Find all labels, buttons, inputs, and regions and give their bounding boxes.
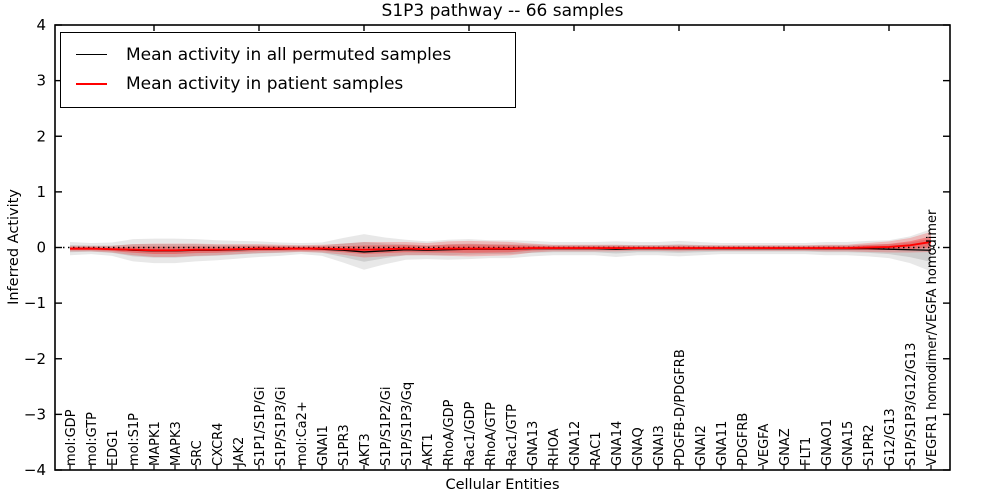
x-tick-label: RHOA: [547, 428, 562, 466]
x-tick-label: JAK2: [232, 437, 247, 467]
x-tick-label: S1P/S1P3/G12/G13: [904, 343, 919, 466]
x-tick-label: GNAQ: [631, 427, 646, 466]
legend-item-permuted: Mean activity in all permuted samples: [61, 40, 515, 69]
y-tick-label: −3: [24, 405, 46, 423]
permuted-band-inner: [70, 238, 931, 262]
x-tick-label: S1P/S1P3/Gi: [274, 387, 289, 466]
x-tick-label: MAPK1: [148, 421, 163, 466]
legend: Mean activity in all permuted samples Me…: [60, 32, 516, 108]
patient-line-swatch: [76, 82, 107, 85]
x-tick-label: PDGFRB: [736, 413, 751, 466]
x-tick-label: mol:Ca2+: [295, 401, 310, 466]
y-tick-label: 1: [36, 183, 46, 201]
y-tick-label: −1: [24, 294, 46, 312]
x-tick-label: S1P/S1P2/Gi: [379, 387, 394, 466]
x-tick-label: GNAI3: [652, 425, 667, 466]
x-tick-label: mol:GTP: [85, 412, 100, 466]
x-tick-label: RAC1: [589, 431, 604, 466]
patient-band-outer: [70, 231, 931, 258]
permuted-band-outer: [70, 229, 931, 272]
x-tick-label: GNAO1: [820, 419, 835, 466]
x-tick-label: S1P1/S1P/Gi: [253, 387, 268, 466]
x-tick-label: GNAZ: [778, 428, 793, 466]
x-tick-label: MAPK3: [169, 421, 184, 466]
x-tick-label: S1P/S1P3/Gq: [400, 382, 415, 466]
x-tick-label: GNA13: [526, 421, 541, 466]
legend-label-patient: Mean activity in patient samples: [126, 73, 404, 94]
x-tick-label: Rac1/GDP: [463, 401, 478, 466]
x-tick-label: S1PR2: [862, 424, 877, 466]
x-tick-label: GNA14: [610, 421, 625, 466]
x-tick-label: PDGFB-D/PDGFRB: [673, 349, 688, 466]
x-tick-label: EDG1: [106, 429, 121, 466]
x-tick-label: FLT1: [799, 437, 814, 466]
x-tick-label: GNAI1: [316, 425, 331, 466]
x-tick-label: mol:S1P: [127, 413, 142, 466]
patient-mean-line: [70, 240, 932, 252]
x-tick-label: Rac1/GTP: [505, 404, 520, 466]
x-tick-label: S1PR3: [337, 424, 352, 466]
x-tick-label: AKT1: [421, 433, 436, 466]
legend-label-permuted: Mean activity in all permuted samples: [126, 44, 452, 65]
x-tick-label: GNAI2: [694, 425, 709, 466]
x-tick-label: mol:GDP: [64, 409, 79, 466]
x-tick-label: AKT3: [358, 433, 373, 466]
x-tick-label: SRC: [190, 440, 205, 466]
x-axis-label: Cellular Entities: [445, 477, 560, 493]
x-tick-label: RhoA/GDP: [442, 399, 457, 466]
x-tick-label: VEGFR1 homodimer/VEGFA homodimer: [925, 209, 940, 466]
x-tick-label: GNA11: [715, 421, 730, 466]
y-tick-label: 2: [36, 127, 46, 145]
y-tick-label: 0: [36, 239, 46, 257]
y-tick-label: 4: [36, 16, 46, 34]
x-tick-label: CXCR4: [211, 423, 226, 466]
x-tick-label: GNA12: [568, 421, 583, 466]
x-tick-label: G12/G13: [883, 408, 898, 466]
legend-item-patient: Mean activity in patient samples: [61, 69, 515, 98]
y-tick-label: 3: [36, 72, 46, 90]
x-tick-label: VEGFA: [757, 424, 772, 466]
x-tick-label: GNA15: [841, 421, 856, 466]
x-tick-label: RhoA/GTP: [484, 402, 499, 466]
y-tick-label: −2: [24, 350, 46, 368]
chart-title: S1P3 pathway -- 66 samples: [381, 1, 624, 21]
y-tick-label: −4: [24, 461, 46, 479]
permuted-line-swatch: [76, 54, 107, 55]
